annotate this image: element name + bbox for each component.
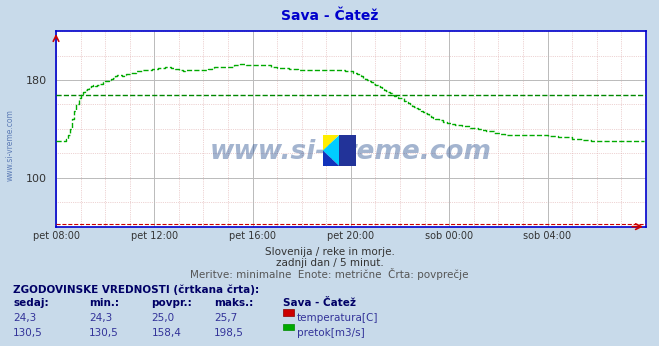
Text: povpr.:: povpr.: bbox=[152, 298, 192, 308]
Text: 24,3: 24,3 bbox=[89, 313, 112, 323]
Text: pet 08:00: pet 08:00 bbox=[32, 231, 80, 241]
Polygon shape bbox=[323, 135, 339, 151]
Text: sob 00:00: sob 00:00 bbox=[425, 231, 473, 241]
Text: zadnji dan / 5 minut.: zadnji dan / 5 minut. bbox=[275, 258, 384, 268]
Text: 158,4: 158,4 bbox=[152, 328, 181, 338]
Text: 130,5: 130,5 bbox=[89, 328, 119, 338]
Text: sob 04:00: sob 04:00 bbox=[523, 231, 571, 241]
Text: www.si-vreme.com: www.si-vreme.com bbox=[5, 109, 14, 181]
Polygon shape bbox=[323, 135, 339, 166]
Text: ZGODOVINSKE VREDNOSTI (črtkana črta):: ZGODOVINSKE VREDNOSTI (črtkana črta): bbox=[13, 284, 259, 295]
Text: Slovenija / reke in morje.: Slovenija / reke in morje. bbox=[264, 247, 395, 257]
Text: Sava - Čatež: Sava - Čatež bbox=[283, 298, 357, 308]
Text: Meritve: minimalne  Enote: metrične  Črta: povprečje: Meritve: minimalne Enote: metrične Črta:… bbox=[190, 268, 469, 280]
Text: maks.:: maks.: bbox=[214, 298, 254, 308]
Polygon shape bbox=[323, 151, 339, 166]
Text: sedaj:: sedaj: bbox=[13, 298, 49, 308]
Text: 130,5: 130,5 bbox=[13, 328, 43, 338]
Text: 24,3: 24,3 bbox=[13, 313, 36, 323]
Text: 25,0: 25,0 bbox=[152, 313, 175, 323]
Text: pet 12:00: pet 12:00 bbox=[130, 231, 178, 241]
Text: 25,7: 25,7 bbox=[214, 313, 237, 323]
Text: pretok[m3/s]: pretok[m3/s] bbox=[297, 328, 364, 338]
Text: Sava - Čatež: Sava - Čatež bbox=[281, 9, 378, 22]
Text: temperatura[C]: temperatura[C] bbox=[297, 313, 378, 323]
Text: pet 16:00: pet 16:00 bbox=[229, 231, 276, 241]
Text: pet 20:00: pet 20:00 bbox=[328, 231, 374, 241]
Text: www.si-vreme.com: www.si-vreme.com bbox=[210, 139, 492, 165]
Text: 198,5: 198,5 bbox=[214, 328, 244, 338]
Polygon shape bbox=[339, 135, 356, 166]
Text: min.:: min.: bbox=[89, 298, 119, 308]
